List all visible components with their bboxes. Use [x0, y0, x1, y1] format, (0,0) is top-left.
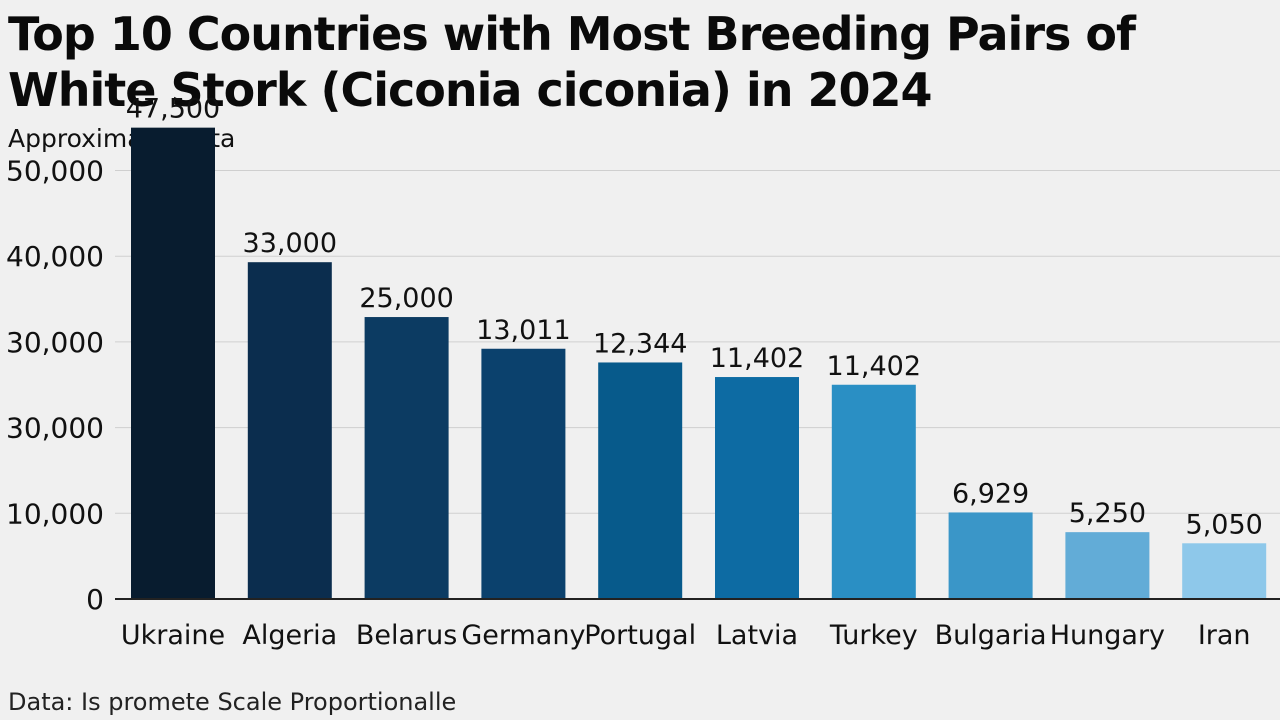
x-category-label: Germany [461, 620, 585, 651]
y-tick-label: 30,000 [6, 412, 104, 445]
bar-turkey [831, 384, 916, 599]
value-label: 13,011 [476, 315, 570, 346]
x-category-label: Belarus [356, 620, 457, 651]
value-label: 11,402 [827, 351, 921, 382]
chart-footer: Data: Is promete Scale Proportionalle [8, 688, 457, 716]
y-tick-label: 0 [86, 583, 104, 616]
x-category-label: Turkey [829, 620, 918, 651]
bar-latvia [715, 377, 799, 599]
bar-germany [481, 348, 566, 599]
x-category-label: Ukraine [121, 620, 225, 651]
value-label: 5,250 [1069, 498, 1146, 529]
y-tick-label: 40,000 [6, 240, 104, 273]
value-label: 25,000 [359, 283, 453, 314]
x-category-label: Iran [1198, 620, 1251, 651]
value-label: 47,500 [126, 94, 220, 125]
value-label: 11,402 [710, 343, 804, 374]
bar-bulgaria [948, 512, 1033, 599]
y-tick-label: 10,000 [6, 497, 104, 530]
x-category-label: Hungary [1050, 620, 1165, 651]
y-tick-label: 50,000 [6, 155, 104, 188]
bar-belarus [364, 317, 449, 599]
x-category-label: Portugal [584, 620, 696, 651]
bar-portugal [598, 362, 683, 599]
bar-iran [1182, 543, 1267, 599]
x-category-label: Latvia [716, 620, 798, 651]
value-label: 33,000 [243, 228, 337, 259]
y-tick-label: 30,000 [6, 326, 104, 359]
bar-algeria [247, 262, 332, 599]
bar-ukraine [131, 127, 215, 600]
value-label: 12,344 [593, 328, 687, 359]
value-label: 5,050 [1186, 509, 1263, 540]
x-category-label: Bulgaria [935, 620, 1047, 651]
chart-title: Top 10 Countries with Most Breeding Pair… [8, 7, 1136, 117]
x-category-label: Algeria [242, 620, 337, 651]
value-label: 6,929 [952, 478, 1029, 509]
bar-hungary [1065, 532, 1150, 599]
